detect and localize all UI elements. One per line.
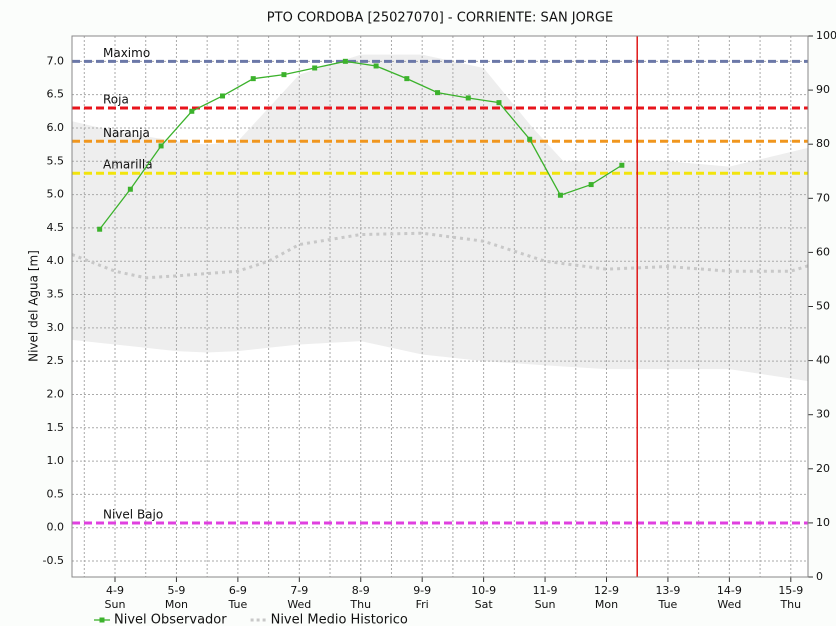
historic-band bbox=[72, 54, 808, 382]
y-tick-label: 5.0 bbox=[47, 188, 65, 201]
series-marker bbox=[220, 93, 226, 99]
series-marker bbox=[435, 90, 441, 96]
y-tick-label: 7.0 bbox=[47, 54, 65, 67]
series-marker bbox=[281, 72, 287, 78]
y2-tick-label: 10 bbox=[816, 516, 830, 529]
series-marker bbox=[527, 136, 533, 142]
series-marker bbox=[465, 95, 471, 101]
series-line bbox=[71, 231, 809, 280]
legend-marker bbox=[99, 617, 105, 623]
x-tick-label: 6-9 bbox=[229, 584, 247, 597]
y2-tick-label: 80 bbox=[816, 137, 830, 150]
x-tick-day: Sat bbox=[475, 598, 494, 611]
series-marker bbox=[97, 226, 103, 232]
y-tick-label: 6.0 bbox=[47, 121, 65, 134]
y-tick-label: 4.0 bbox=[47, 254, 65, 267]
x-tick-label: 4-9 bbox=[106, 584, 124, 597]
threshold-label: Naranja bbox=[103, 126, 150, 140]
x-tick-label: 9-9 bbox=[413, 584, 431, 597]
series-marker bbox=[342, 58, 348, 64]
x-tick-day: Tue bbox=[227, 598, 247, 611]
series-marker bbox=[250, 76, 256, 82]
y2-tick-label: 70 bbox=[816, 191, 830, 204]
x-tick-day: Mon bbox=[165, 598, 188, 611]
x-tick-label: 10-9 bbox=[471, 584, 496, 597]
y-axis-label: Nivel del Agua [m] bbox=[27, 250, 41, 362]
chart-title: PTO CORDOBA [25027070] - CORRIENTE: SAN … bbox=[267, 11, 613, 26]
series-marker bbox=[588, 182, 594, 188]
series-marker bbox=[619, 162, 625, 168]
y-tick-label: 6.5 bbox=[47, 88, 65, 101]
x-tick-day: Thu bbox=[349, 598, 371, 611]
x-tick-label: 12-9 bbox=[594, 584, 619, 597]
x-tick-day: Thu bbox=[779, 598, 801, 611]
x-tick-day: Wed bbox=[287, 598, 311, 611]
y2-tick-label: 30 bbox=[816, 408, 830, 421]
x-tick-label: 11-9 bbox=[533, 584, 558, 597]
y-tick-label: 5.5 bbox=[47, 154, 65, 167]
series-marker bbox=[373, 63, 379, 69]
series-marker bbox=[158, 143, 164, 149]
y-tick-label: 2.5 bbox=[47, 354, 65, 367]
y2-tick-label: 20 bbox=[816, 462, 830, 475]
y-tick-label: 1.0 bbox=[47, 454, 65, 467]
y-tick-label: 3.0 bbox=[47, 321, 65, 334]
x-tick-day: Sun bbox=[105, 598, 126, 611]
x-tick-day: Fri bbox=[416, 598, 429, 611]
series-line bbox=[99, 60, 623, 230]
x-tick-label: 13-9 bbox=[655, 584, 680, 597]
y-tick-label: 3.5 bbox=[47, 288, 65, 301]
y2-tick-label: 100 bbox=[816, 29, 836, 42]
series-marker bbox=[312, 65, 318, 71]
x-tick-day: Tue bbox=[658, 598, 678, 611]
y2-tick-label: 0 bbox=[816, 570, 823, 583]
legend-label: Nivel Observador bbox=[114, 613, 227, 626]
x-tick-day: Mon bbox=[595, 598, 618, 611]
threshold-label: Nivel Bajo bbox=[103, 508, 163, 522]
series-marker bbox=[557, 192, 563, 198]
y-tick-label: -0.5 bbox=[43, 554, 64, 567]
y-tick-label: 2.0 bbox=[47, 387, 65, 400]
y2-tick-label: 40 bbox=[816, 354, 830, 367]
legend-label: Nivel Medio Historico bbox=[271, 613, 408, 626]
series-marker bbox=[404, 76, 410, 82]
y-tick-label: 0.0 bbox=[47, 521, 65, 534]
series-marker bbox=[496, 100, 502, 106]
series-marker bbox=[127, 186, 133, 192]
x-tick-label: 5-9 bbox=[167, 584, 185, 597]
x-tick-label: 15-9 bbox=[778, 584, 803, 597]
x-tick-day: Sun bbox=[535, 598, 556, 611]
y-tick-label: 4.5 bbox=[47, 221, 65, 234]
y-tick-label: 0.5 bbox=[47, 487, 65, 500]
y2-tick-label: 90 bbox=[816, 83, 830, 96]
threshold-label: Maximo bbox=[103, 46, 150, 60]
threshold-label: Roja bbox=[103, 92, 129, 106]
threshold-label: Amarilla bbox=[103, 158, 153, 172]
plot-border bbox=[71, 35, 809, 578]
y-tick-label: 1.5 bbox=[47, 421, 65, 434]
y2-tick-label: 50 bbox=[816, 300, 830, 313]
x-tick-label: 7-9 bbox=[290, 584, 308, 597]
x-tick-label: 14-9 bbox=[717, 584, 742, 597]
x-tick-label: 8-9 bbox=[352, 584, 370, 597]
series-marker bbox=[189, 108, 195, 114]
y2-tick-label: 60 bbox=[816, 245, 830, 258]
x-tick-day: Wed bbox=[717, 598, 741, 611]
